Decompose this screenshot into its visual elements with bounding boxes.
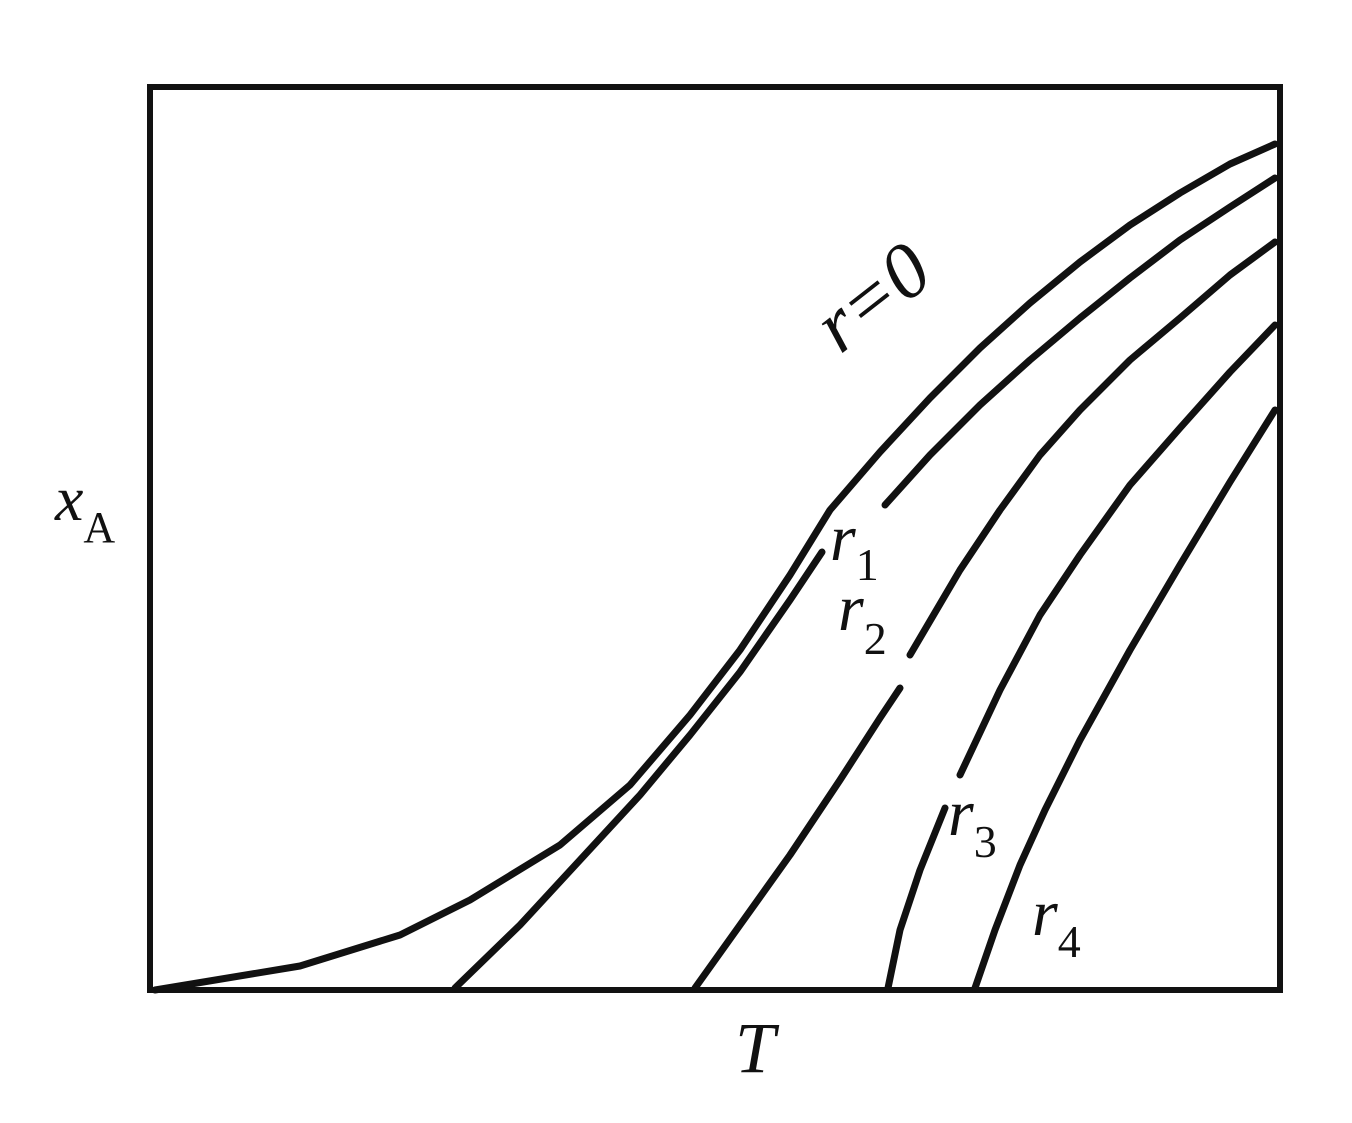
curve-label: r=0 [797,225,947,369]
curve-symbol: r [838,572,864,645]
curve [884,804,949,992]
curve [956,321,1279,779]
curve [906,238,1279,659]
curve-label: r3 [948,777,997,867]
y-axis-symbol: x [54,463,83,534]
curve-label: r4 [1032,877,1081,967]
curve [151,140,1279,994]
curve [881,174,1279,509]
curve-label: r1 [830,502,879,590]
curve-subscript: 1 [856,539,879,590]
curve-subscript: 2 [864,613,887,664]
curve-label: r2 [838,572,887,664]
curve-subscript: 4 [1058,916,1081,967]
curve-symbol: r [1032,877,1058,950]
y-axis-subscript: A [83,503,115,552]
curve [971,406,1279,992]
y-axis-label: xA [54,463,115,552]
curve [691,684,904,992]
curve-symbol: r [948,777,974,850]
curve-subscript: 3 [974,816,997,867]
x-axis-label: T [735,1008,780,1088]
curve [451,548,826,992]
curve-symbol: r [830,502,856,575]
plot-frame [147,84,1283,993]
